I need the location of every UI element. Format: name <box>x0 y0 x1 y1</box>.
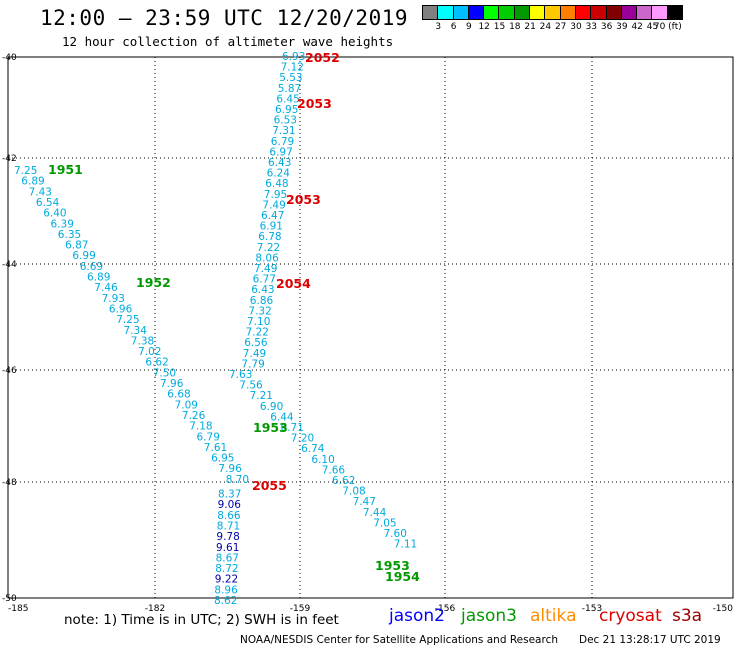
longitude-label: -150 <box>713 604 734 614</box>
pass-time-label: 2053 <box>297 96 332 111</box>
pass-time-label: 2052 <box>305 50 340 65</box>
latitude-label: -50 <box>2 594 17 604</box>
pass-time-label: 2054 <box>276 276 311 291</box>
latitude-label: -42 <box>2 154 17 164</box>
legend-jason3: jason3 <box>461 606 517 626</box>
legend-altika: altika <box>530 606 577 626</box>
pass-time-label: 1952 <box>136 275 171 290</box>
pass-time-label: 2053 <box>286 192 321 207</box>
pass-time-label: 2055 <box>252 478 287 493</box>
longitude-label: -185 <box>8 604 28 614</box>
credit-text: NOAA/NESDIS Center for Satellite Applica… <box>240 634 558 646</box>
latitude-label: -44 <box>2 260 17 270</box>
legend-cryosat: cryosat <box>599 606 662 626</box>
legend-jason2: jason2 <box>389 606 445 626</box>
swh-value: 8.70 <box>226 474 249 486</box>
swh-value: 8.62 <box>214 595 237 607</box>
latitude-label: -48 <box>2 478 17 488</box>
pass-time-label: 1954 <box>385 569 420 584</box>
altimeter-map: -40-42-44-46-48-50-185 -182 -159 -156 -153 -1… <box>0 0 740 650</box>
latitude-label: -40 <box>2 53 17 63</box>
pass-time-label: 1951 <box>48 162 83 177</box>
legend-s3a: s3a <box>672 606 702 626</box>
latitude-label: -46 <box>2 366 17 376</box>
swh-value: 7.11 <box>394 539 417 551</box>
footnote: note: 1) Time is in UTC; 2) SWH is in fe… <box>64 612 339 628</box>
generated-time: Dec 21 13:28:17 UTC 2019 <box>579 634 721 646</box>
pass-time-label: 1953 <box>253 420 288 435</box>
